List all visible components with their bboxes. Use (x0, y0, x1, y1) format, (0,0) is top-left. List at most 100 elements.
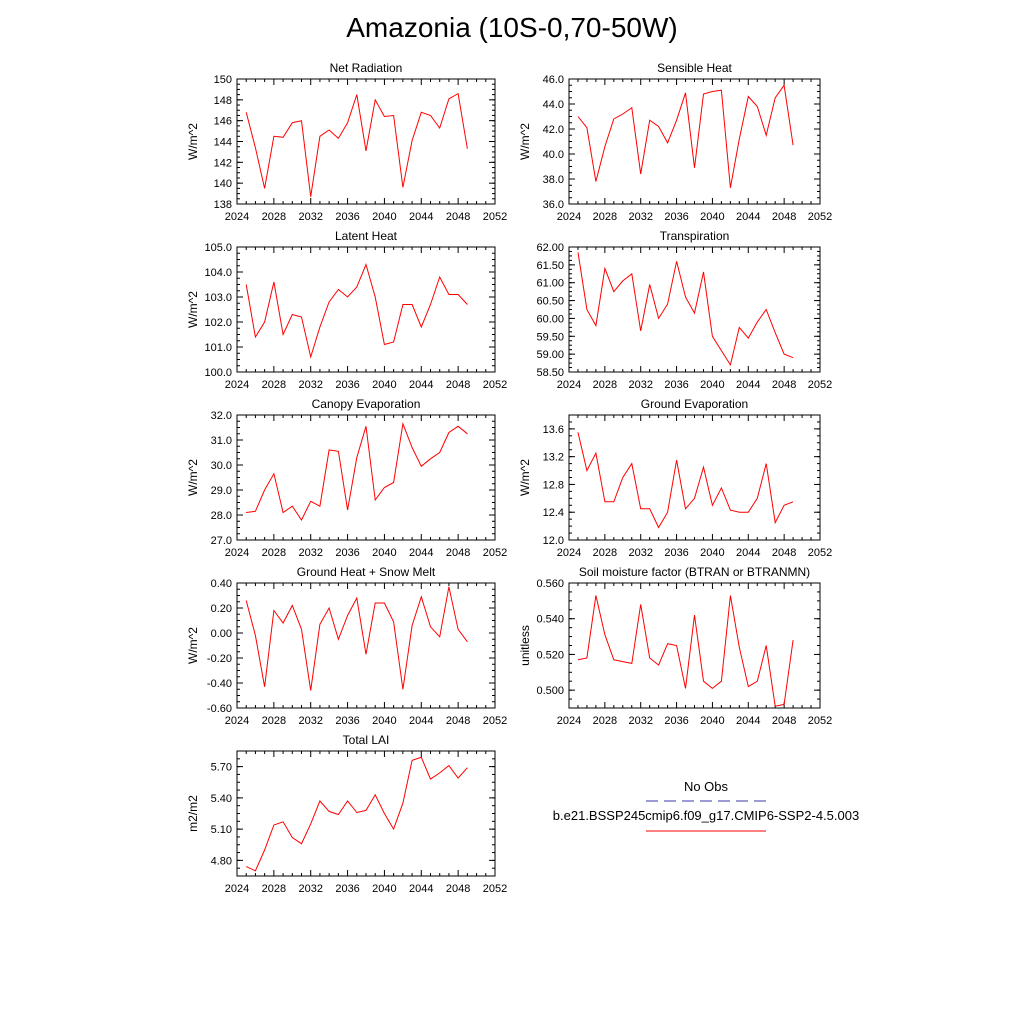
y-tick-label: 61.50 (536, 260, 564, 272)
x-tick-label: 2040 (372, 547, 396, 559)
x-tick-label: 2028 (593, 715, 617, 727)
series-line (245, 92, 468, 197)
y-tick-label: 42.0 (543, 124, 564, 136)
y-tick-label: 101.0 (204, 342, 232, 354)
y-axis-label: W/m^2 (186, 627, 200, 664)
x-tick-label: 2040 (700, 715, 724, 727)
x-tick-label: 2044 (409, 379, 433, 391)
y-axis-label: W/m^2 (186, 459, 200, 496)
x-tick-label: 2032 (628, 547, 652, 559)
chart-panel: 2024 2028 2032 2036 2040 2044 2048 2052 100.0 101… (186, 229, 507, 391)
y-tick-label: 59.00 (536, 349, 564, 361)
y-tick-label: 12.8 (543, 479, 564, 491)
figure-title: Amazonia (10S-0,70-50W) (346, 12, 678, 43)
x-tick-label: 2048 (772, 379, 796, 391)
x-tick-label: 2028 (593, 211, 617, 223)
y-tick-label: 100.0 (204, 367, 232, 379)
chart-panel: 2024 2028 2032 2036 2040 2044 2048 2052 0.500 0.5… (518, 565, 832, 727)
y-tick-label: 103.0 (204, 292, 232, 304)
plot-frame (568, 414, 821, 541)
x-tick-label: 2024 (557, 715, 581, 727)
y-tick-label: 28.0 (211, 510, 232, 522)
series-line (577, 595, 794, 707)
plot-frame (568, 582, 821, 709)
x-tick-label: 2052 (483, 379, 507, 391)
x-tick-label: 2024 (557, 379, 581, 391)
chart-panel: 2024 2028 2032 2036 2040 2044 2048 2052 138 140 14… (186, 61, 507, 223)
y-tick-label: 5.40 (211, 793, 232, 805)
x-tick-label: 2036 (664, 379, 688, 391)
x-tick-label: 2032 (628, 715, 652, 727)
y-tick-label: 5.10 (211, 824, 232, 836)
chart-title: Sensible Heat (657, 61, 732, 75)
y-tick-label: -0.60 (207, 703, 232, 715)
y-tick-label: 150 (214, 74, 232, 86)
chart-title: Ground Evaporation (641, 397, 748, 411)
y-tick-label: 148 (214, 95, 232, 107)
legend-label: b.e21.BSSP245cmip6.f09_g17.CMIP6-SSP2-4.… (553, 808, 859, 823)
x-tick-label: 2040 (700, 547, 724, 559)
x-tick-label: 2048 (772, 547, 796, 559)
x-tick-label: 2028 (593, 547, 617, 559)
x-tick-label: 2028 (262, 211, 286, 223)
y-tick-label: 31.0 (211, 435, 232, 447)
y-tick-label: 105.0 (204, 242, 232, 254)
x-tick-label: 2048 (446, 379, 470, 391)
x-tick-label: 2024 (225, 883, 249, 895)
y-tick-label: -0.20 (207, 653, 232, 665)
x-tick-label: 2032 (628, 379, 652, 391)
x-tick-label: 2036 (335, 715, 359, 727)
x-tick-label: 2024 (557, 547, 581, 559)
x-tick-label: 2048 (446, 715, 470, 727)
x-tick-label: 2052 (808, 715, 832, 727)
x-tick-label: 2036 (664, 715, 688, 727)
y-tick-label: 38.0 (543, 174, 564, 186)
y-tick-label: 30.0 (211, 460, 232, 472)
x-tick-label: 2044 (409, 715, 433, 727)
plot-frame (236, 78, 496, 205)
x-tick-label: 2024 (557, 211, 581, 223)
x-tick-label: 2040 (372, 211, 396, 223)
series-line (577, 432, 794, 529)
x-tick-label: 2024 (225, 547, 249, 559)
x-tick-label: 2028 (262, 547, 286, 559)
x-tick-label: 2036 (335, 379, 359, 391)
y-tick-label: 13.2 (543, 452, 564, 464)
chart-panel: 2024 2028 2032 2036 2040 2044 2048 2052 58.50 59.… (536, 229, 832, 391)
y-tick-label: 61.00 (536, 278, 564, 290)
y-tick-label: 0.500 (536, 685, 564, 697)
y-tick-label: 0.20 (211, 603, 232, 615)
y-tick-label: 0.540 (536, 614, 564, 626)
x-tick-label: 2032 (298, 715, 322, 727)
y-tick-label: 12.4 (543, 507, 564, 519)
chart-panel: 2024 2028 2032 2036 2040 2044 2048 2052 27.0 28.0… (186, 397, 507, 559)
x-tick-label: 2048 (446, 547, 470, 559)
x-tick-label: 2040 (700, 379, 724, 391)
plot-frame (568, 246, 821, 373)
chart-title: Net Radiation (330, 61, 403, 75)
y-axis-label: W/m^2 (186, 123, 200, 160)
y-tick-label: 46.0 (543, 74, 564, 86)
y-tick-label: 36.0 (543, 199, 564, 211)
x-tick-label: 2052 (483, 715, 507, 727)
series-line (245, 586, 468, 691)
y-tick-label: 12.0 (543, 535, 564, 547)
x-tick-label: 2048 (446, 211, 470, 223)
y-tick-label: 142 (214, 157, 232, 169)
series-line (577, 252, 794, 367)
x-tick-label: 2044 (736, 379, 760, 391)
x-tick-label: 2052 (808, 547, 832, 559)
y-tick-label: 58.50 (536, 367, 564, 379)
y-tick-label: 146 (214, 116, 232, 128)
y-tick-label: 144 (214, 137, 232, 149)
x-tick-label: 2036 (335, 211, 359, 223)
x-tick-label: 2044 (409, 211, 433, 223)
x-tick-label: 2040 (372, 715, 396, 727)
y-tick-label: 27.0 (211, 535, 232, 547)
y-tick-label: 62.00 (536, 242, 564, 254)
y-tick-label: 13.6 (543, 424, 564, 436)
y-tick-label: 138 (214, 199, 232, 211)
x-tick-label: 2032 (298, 379, 322, 391)
chart-title: Total LAI (343, 733, 390, 747)
